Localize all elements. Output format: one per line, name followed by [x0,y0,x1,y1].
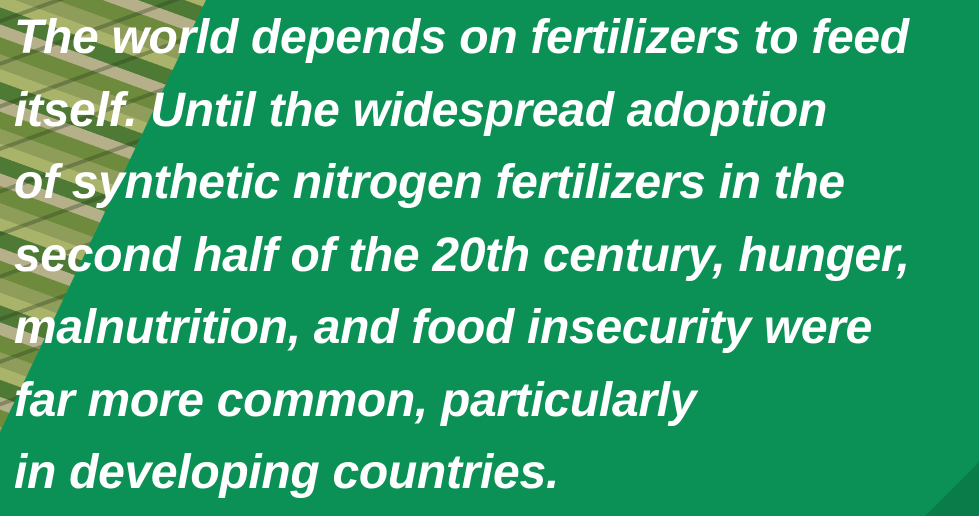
text-block: The world depends on fertilizers to feed… [14,2,910,510]
text-line: of synthetic nitrogen fertilizers in the [14,147,910,220]
page: The world depends on fertilizers to feed… [0,0,979,516]
text-line: itself. Until the widespread adoption [14,75,910,148]
text-line: second half of the 20th century, hunger, [14,220,910,293]
text-line: far more common, particularly [14,365,910,438]
text-line: The world depends on fertilizers to feed [14,2,910,75]
text-line: malnutrition, and food insecurity were [14,292,910,365]
text-line: in developing countries. [14,437,910,510]
